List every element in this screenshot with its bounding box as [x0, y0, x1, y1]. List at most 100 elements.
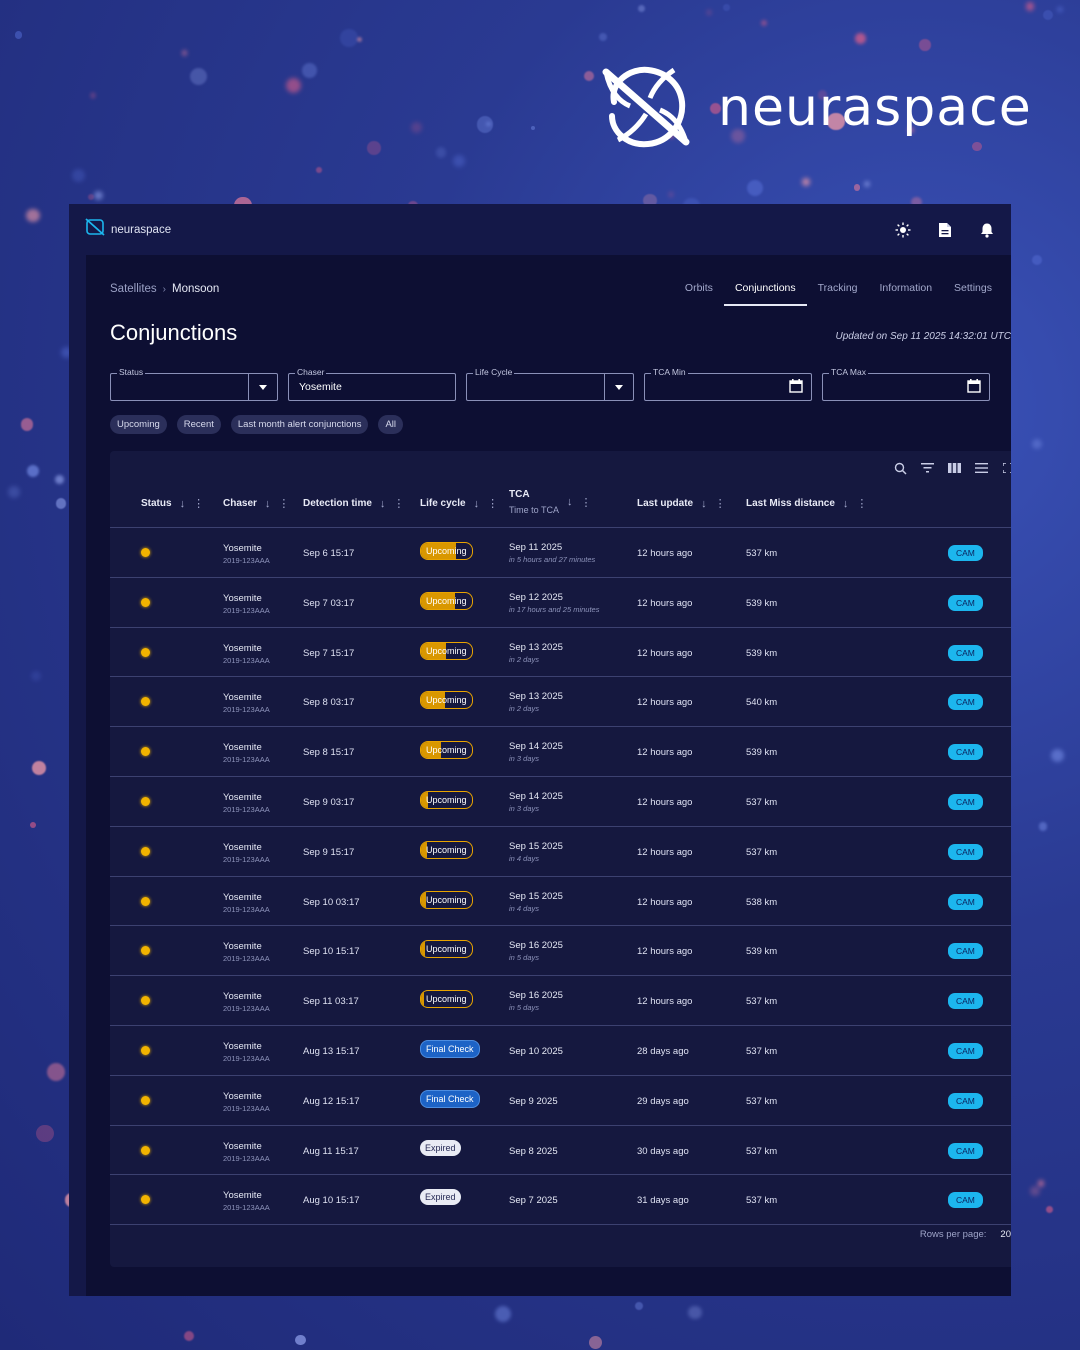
cam-button[interactable]: CAM: [948, 843, 983, 860]
app-header: neuraspace: [69, 204, 1011, 255]
tab-information[interactable]: Information: [879, 282, 933, 294]
background-dot: [357, 37, 362, 42]
table-row[interactable]: Yosemite 2019-123AAA Sep 8 03:17 Upcoming Se…: [110, 677, 1011, 728]
chip-all[interactable]: All: [378, 415, 404, 434]
filter-icon[interactable]: [920, 461, 934, 475]
app-logo[interactable]: neuraspace: [85, 218, 171, 241]
tca-date: Sep 16 2025: [509, 940, 563, 952]
background-dot: [827, 112, 845, 131]
life-cycle-progress-fill: [421, 991, 425, 1008]
tca-date: Sep 8 2025: [509, 1145, 558, 1157]
table-row[interactable]: Yosemite 2019-123AAA Sep 6 15:17 Upcoming Se…: [110, 528, 1011, 578]
sort-arrow-icon: ↓: [842, 497, 849, 510]
cam-button[interactable]: CAM: [948, 694, 983, 711]
last-miss-distance-cell: 539 km: [746, 747, 778, 759]
table-row[interactable]: Yosemite 2019-123AAA Sep 11 03:17 Upcoming S…: [110, 976, 1011, 1026]
chip-upcoming[interactable]: Upcoming: [110, 415, 167, 434]
background-dot: [706, 10, 712, 15]
life-cycle-select[interactable]: Life Cycle: [466, 367, 634, 401]
neuraspace-logo-icon: [600, 62, 692, 155]
background-dot: [817, 90, 828, 100]
tab-conjunctions[interactable]: Conjunctions: [723, 277, 807, 306]
last-miss-distance-cell: 537 km: [746, 548, 778, 559]
table-row[interactable]: Yosemite 2019-123AAA Aug 13 15:17 Final Che…: [110, 1026, 1011, 1076]
document-icon[interactable]: [933, 218, 957, 242]
life-cycle-cell: Final Check: [420, 1039, 480, 1061]
chip-last-month-alerts[interactable]: Last month alert conjunctions: [230, 415, 369, 434]
table-row[interactable]: Yosemite 2019-123AAA Sep 10 15:17 Upcoming S…: [110, 926, 1011, 977]
cam-button[interactable]: CAM: [948, 1092, 983, 1109]
tab-tracking[interactable]: Tracking: [817, 282, 858, 294]
status-indicator-dot: [141, 1195, 150, 1205]
tca-date: Sep 14 2025: [509, 790, 563, 802]
chaser-field[interactable]: Chaser Yosemite: [288, 367, 456, 401]
tca-min-field[interactable]: TCA Min: [644, 367, 812, 401]
chaser-id: 2019-123AAA: [223, 605, 270, 615]
last-update-cell: 12 hours ago: [637, 946, 693, 958]
bell-icon[interactable]: [975, 218, 999, 242]
tca-max-field[interactable]: TCA Max: [822, 367, 990, 401]
table-row[interactable]: Yosemite 2019-123AAA Aug 12 15:17 Final Che…: [110, 1076, 1011, 1126]
fullscreen-icon[interactable]: [1001, 461, 1011, 475]
table-row[interactable]: Yosemite 2019-123AAA Aug 10 15:17 Expired Se…: [110, 1175, 1011, 1226]
life-cycle-cell: Expired: [420, 1139, 461, 1159]
tab-settings[interactable]: Settings: [954, 282, 992, 294]
background-dot: [71, 168, 85, 182]
search-icon[interactable]: [893, 461, 907, 475]
table-row[interactable]: Yosemite 2019-123AAA Sep 8 15:17 Upcoming Se…: [110, 727, 1011, 777]
cam-button[interactable]: CAM: [948, 644, 983, 661]
column-detection-time[interactable]: Detection time ↓ ⋮: [303, 497, 405, 511]
background-dot: [669, 134, 675, 140]
cam-button[interactable]: CAM: [948, 1192, 983, 1209]
last-update-cell: 29 days ago: [637, 1095, 689, 1107]
column-last-miss-distance[interactable]: Last Miss distance ↓ ⋮: [746, 497, 868, 511]
life-cycle-progress-fill: [421, 692, 446, 709]
chaser-id: 2019-123AAA: [223, 1004, 270, 1014]
column-life-cycle[interactable]: Life cycle ↓ ⋮: [420, 497, 499, 511]
column-status[interactable]: Status ↓ ⋮: [141, 497, 205, 511]
sun-icon[interactable]: [891, 218, 915, 242]
density-icon[interactable]: [974, 461, 988, 475]
column-chaser[interactable]: Chaser ↓ ⋮: [223, 497, 290, 511]
background-dot: [89, 92, 97, 99]
detection-time-cell: Sep 9 15:17: [303, 846, 355, 858]
cam-button[interactable]: CAM: [948, 1042, 983, 1059]
table-row[interactable]: Yosemite 2019-123AAA Sep 9 03:17 Upcoming Se…: [110, 777, 1011, 827]
background-dot: [367, 141, 381, 156]
rows-per-page-select[interactable]: 20: [1000, 1229, 1011, 1240]
last-miss-distance-cell: 537 km: [746, 996, 778, 1008]
table-row[interactable]: Yosemite 2019-123AAA Sep 7 15:17 Upcoming Se…: [110, 628, 1011, 678]
calendar-icon[interactable]: [789, 379, 803, 398]
background-dot: [182, 50, 188, 56]
background-dot: [863, 181, 870, 187]
chip-recent[interactable]: Recent: [176, 415, 221, 434]
columns-icon[interactable]: [947, 461, 961, 475]
calendar-icon[interactable]: [967, 379, 981, 398]
background-dot: [972, 141, 982, 152]
background-dot: [26, 208, 41, 223]
column-last-update[interactable]: Last update ↓ ⋮: [637, 497, 726, 511]
table-row[interactable]: Yosemite 2019-123AAA Sep 9 15:17 Upcoming Se…: [110, 827, 1011, 877]
table-row[interactable]: Yosemite 2019-123AAA Aug 11 15:17 Expired Se…: [110, 1126, 1011, 1176]
status-indicator-dot: [141, 747, 150, 757]
cam-button[interactable]: CAM: [948, 744, 983, 761]
column-tca[interactable]: TCA Time to TCA ↓ ⋮: [509, 489, 592, 515]
chevron-down-icon[interactable]: [248, 374, 277, 400]
chevron-down-icon[interactable]: [604, 374, 633, 400]
life-cycle-progress-fill: [421, 742, 442, 759]
cam-button[interactable]: CAM: [948, 594, 983, 611]
table-row[interactable]: Yosemite 2019-123AAA Sep 7 03:17 Upcoming Se…: [110, 578, 1011, 628]
table-row[interactable]: Yosemite 2019-123AAA Sep 10 03:17 Upcoming S…: [110, 877, 1011, 927]
cam-button[interactable]: CAM: [948, 545, 983, 561]
chaser-name: Yosemite: [223, 1190, 262, 1202]
chaser-id: 2019-123AAA: [223, 904, 270, 914]
cam-button[interactable]: CAM: [948, 793, 983, 810]
tab-orbits[interactable]: Orbits: [684, 282, 713, 294]
cam-button[interactable]: CAM: [948, 943, 983, 960]
time-to-tca: in 4 days: [509, 903, 540, 913]
cam-button[interactable]: CAM: [948, 893, 983, 910]
cam-button[interactable]: CAM: [948, 1142, 983, 1159]
breadcrumb-parent[interactable]: Satellites: [110, 283, 157, 295]
status-select[interactable]: Status: [110, 367, 278, 401]
cam-button[interactable]: CAM: [948, 993, 983, 1010]
